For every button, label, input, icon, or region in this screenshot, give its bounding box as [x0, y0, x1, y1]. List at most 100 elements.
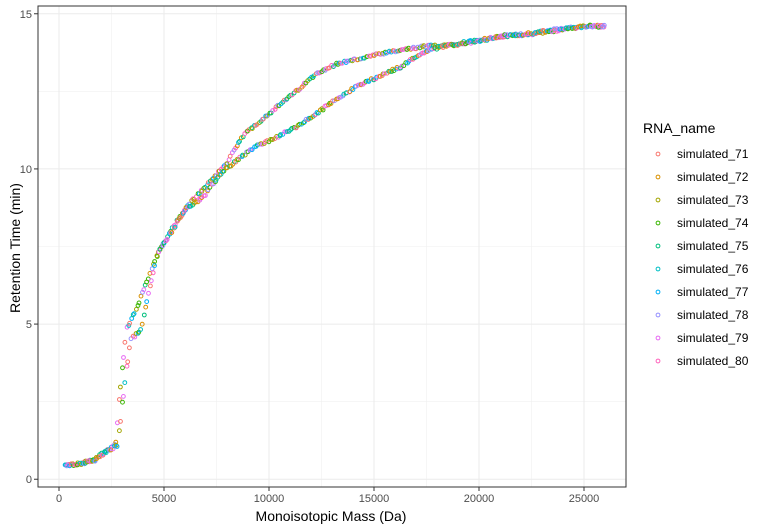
data-point [138, 327, 144, 332]
data-point [324, 103, 329, 108]
major-grid [38, 6, 626, 487]
data-point [118, 384, 123, 390]
data-point [344, 58, 350, 64]
data-point [221, 168, 227, 174]
data-point [148, 278, 154, 284]
legend-label: simulated_80 [677, 354, 749, 368]
data-point [399, 63, 405, 69]
data-point [124, 363, 130, 369]
data-point [494, 35, 500, 41]
x-tick-label: 10000 [254, 493, 285, 505]
data-point [172, 224, 178, 230]
data-point [237, 139, 242, 144]
legend-key [655, 266, 661, 272]
legend-key [655, 220, 661, 226]
data-point [127, 320, 133, 326]
data-point [143, 304, 149, 310]
data-point [117, 397, 122, 402]
data-point [303, 116, 309, 122]
legend-title: RNA_name [643, 120, 716, 136]
y-axis-title: Retention Time (min) [7, 183, 23, 313]
data-point [139, 321, 145, 327]
data-point [491, 36, 496, 41]
data-point [330, 98, 336, 104]
data-point [120, 399, 125, 405]
data-point [141, 312, 147, 318]
data-point [601, 22, 607, 28]
legend-item: simulated_76 [655, 262, 749, 276]
legend-item: simulated_80 [655, 354, 749, 368]
data-point [338, 60, 344, 66]
legend-label: simulated_75 [677, 239, 749, 253]
legend-label: simulated_73 [677, 193, 749, 207]
data-point [146, 290, 151, 296]
legend-key [655, 358, 661, 364]
data-point [203, 193, 208, 198]
legend-label: simulated_74 [677, 216, 749, 230]
data-point [130, 312, 136, 318]
legend-label: simulated_72 [677, 170, 749, 184]
y-tick-label: 10 [20, 164, 32, 176]
x-tick-label: 25000 [569, 493, 600, 505]
data-point [144, 299, 150, 305]
data-point [272, 106, 278, 112]
data-point [249, 125, 255, 131]
data-point [438, 43, 444, 49]
data-point [156, 249, 162, 255]
data-point [389, 69, 395, 74]
data-point [122, 380, 128, 386]
legend-key [655, 174, 661, 180]
x-axis-title: Monoisotopic Mass (Da) [256, 508, 407, 524]
data-point [450, 42, 456, 48]
data-point [297, 121, 302, 127]
data-point [122, 339, 128, 345]
data-point [240, 152, 246, 158]
legend-key [655, 243, 661, 249]
data-point [202, 185, 208, 190]
data-point [538, 28, 543, 34]
data-point [259, 142, 265, 147]
legend: RNA_name simulated_71 simulated_72simulat… [643, 120, 749, 368]
legend-key [655, 335, 661, 341]
data-point [126, 323, 132, 328]
data-point [281, 97, 287, 103]
data-point [138, 293, 144, 299]
data-point [312, 112, 318, 118]
legend-item: simulated_78 [655, 308, 749, 322]
legend-item: simulated_71 [655, 147, 749, 161]
data-point [154, 253, 160, 259]
x-axis-ticks: 0 5000 10000 15000 20000 25000 [56, 487, 599, 505]
data-point [121, 355, 126, 360]
legend-label: simulated_78 [677, 308, 749, 322]
data-point [134, 306, 139, 312]
x-tick-label: 20000 [464, 493, 495, 505]
legend-label: simulated_71 [677, 147, 749, 161]
legend-label: simulated_76 [677, 262, 749, 276]
y-tick-label: 15 [20, 9, 32, 21]
legend-key [655, 197, 661, 203]
data-point [152, 263, 157, 269]
data-point [264, 113, 270, 119]
data-point [301, 120, 307, 126]
data-point [117, 428, 122, 434]
data-point [141, 287, 147, 293]
y-tick-label: 5 [26, 319, 32, 331]
data-point [236, 140, 241, 145]
data-point [301, 83, 306, 88]
y-tick-label: 0 [26, 474, 32, 486]
data-point [260, 116, 266, 122]
data-point [350, 87, 356, 93]
data-point [431, 46, 437, 52]
plot-panel-border [37, 5, 627, 488]
data-point [207, 184, 213, 190]
x-tick-label: 5000 [152, 493, 176, 505]
data-point [382, 71, 387, 76]
data-point [366, 79, 372, 84]
data-point [120, 365, 125, 371]
data-point [227, 153, 233, 159]
legend-item: simulated_72 [655, 170, 749, 184]
data-point [193, 199, 199, 205]
data-point [236, 157, 241, 163]
legend-item: simulated_75 [655, 239, 749, 253]
